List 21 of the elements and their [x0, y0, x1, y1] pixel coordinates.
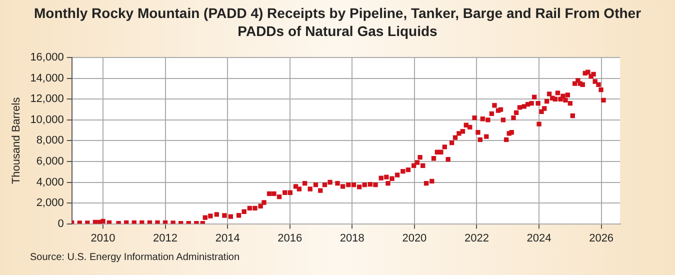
- x-tick-label: 2012: [153, 232, 178, 244]
- x-tick-label: 2016: [278, 232, 302, 244]
- x-tick-label: 2024: [526, 232, 552, 244]
- x-tick-label: 2022: [464, 232, 489, 244]
- x-tick-label: 2018: [340, 232, 364, 244]
- x-tick-label: 2020: [402, 232, 427, 244]
- y-tick-label: 0: [58, 218, 64, 230]
- y-tick-label: 16,000: [30, 52, 64, 64]
- y-tick-label: 6,000: [36, 156, 64, 168]
- y-tick-label: 4,000: [36, 176, 64, 188]
- y-axis-title: Thousand Barrels: [10, 96, 23, 184]
- chart-title: Monthly Rocky Mountain (PADD 4) Receipts by Pipeline, Tanker, Barge and Rail From Other PADDs of Natural Gas Liquids: [32, 4, 642, 40]
- x-tick-label: 2026: [589, 232, 614, 244]
- y-tick-label: 14,000: [30, 72, 64, 84]
- y-tick-label: 2,000: [36, 197, 64, 210]
- y-tick-label: 10,000: [30, 114, 64, 126]
- y-tick-label: 12,000: [30, 93, 64, 106]
- x-tick-label: 2010: [90, 232, 116, 244]
- y-tick-label: 8,000: [36, 134, 64, 147]
- x-tick-label: 2014: [215, 232, 240, 244]
- source-note: Source: U.S. Energy Information Administration: [30, 252, 240, 263]
